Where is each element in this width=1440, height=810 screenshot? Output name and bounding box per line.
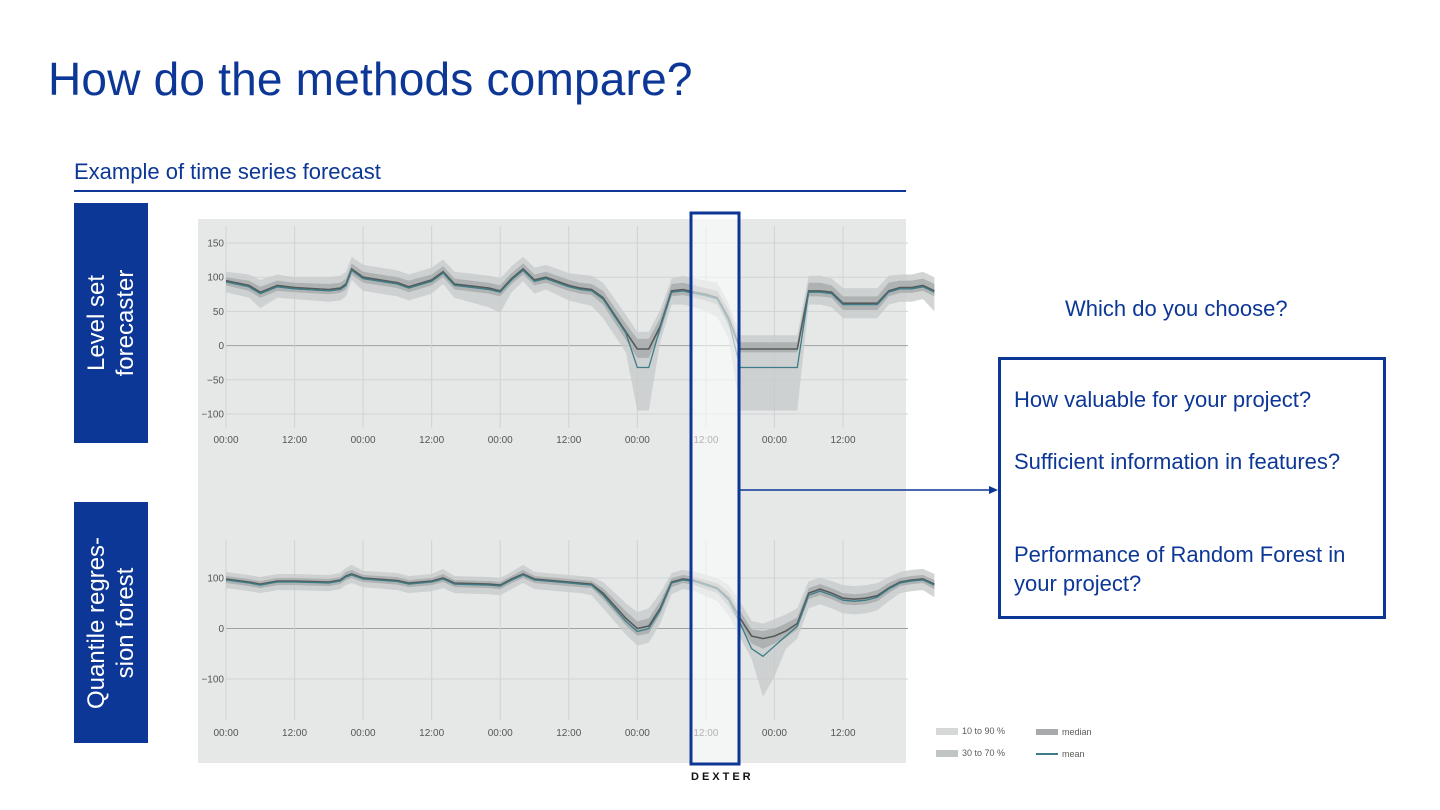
dexter-logo: DEXTER	[691, 771, 754, 783]
x-tick-label: 00:00	[213, 728, 238, 739]
question-heading: Which do you choose?	[1065, 296, 1288, 321]
method-label-level-set: Level set forecaster	[74, 203, 148, 443]
band-10-90	[226, 564, 935, 697]
subtitle-rule	[74, 190, 906, 192]
chart-level-set: 150 100 50 0 −50 −100 00:00 12:00 00:00 12:00 00:0…	[201, 226, 935, 446]
legend-swatch-30-70	[936, 750, 958, 757]
y-tick-label: 50	[213, 307, 225, 318]
y-tick-label: 150	[207, 239, 224, 250]
x-tick-label: 00:00	[351, 728, 376, 739]
highlight-window	[689, 211, 741, 766]
legend-label-mean: mean	[1062, 749, 1085, 759]
chart-panel-background	[198, 219, 906, 763]
x-tick-label: 00:00	[762, 728, 787, 739]
x-tick-label: 00:00	[625, 728, 650, 739]
x-tick-label: 12:00	[419, 728, 444, 739]
highlight-rect	[689, 211, 741, 766]
x-tick-label: 12:00	[830, 728, 855, 739]
x-tick-label: 00:00	[488, 435, 513, 446]
x-tick-label: 12:00	[556, 435, 581, 446]
x-tick-label: 12:00	[282, 728, 307, 739]
connector-arrow	[740, 486, 998, 494]
legend-swatch-median	[1036, 729, 1058, 735]
legend-swatch-mean	[1036, 753, 1058, 755]
x-tick-label: 00:00	[625, 435, 650, 446]
band-10-90	[226, 256, 935, 411]
arrow-head-icon	[989, 486, 998, 494]
y-tick-label: −100	[201, 410, 224, 421]
legend-label-30-70: 30 to 70 %	[962, 748, 1006, 758]
x-tick-label: 12:00	[282, 435, 307, 446]
x-tick-label: 12:00	[830, 435, 855, 446]
legend-label-10-90: 10 to 90 %	[962, 726, 1006, 736]
y-tick-label: 0	[218, 624, 224, 635]
y-tick-label: 100	[207, 273, 224, 284]
question-item: Performance of Random Forest in your pro…	[1014, 542, 1346, 596]
x-tick-label: 12:00	[556, 728, 581, 739]
question-item: How valuable for your project?	[1014, 387, 1312, 412]
x-tick-label: 00:00	[351, 435, 376, 446]
mean-line	[225, 269, 935, 369]
band-30-70	[226, 569, 935, 649]
legend-swatch-10-90	[936, 728, 958, 735]
legend-label-median: median	[1062, 727, 1092, 737]
x-tick-label: 00:00	[488, 728, 513, 739]
slide-title: How do the methods compare?	[48, 53, 693, 105]
mean-line	[225, 574, 935, 658]
band-30-70	[226, 263, 935, 358]
y-tick-label: 100	[207, 574, 224, 585]
x-tick-label: 12:00	[419, 435, 444, 446]
median-line	[225, 267, 935, 350]
chart-quantile-forest: 100 0 −100 00:00 12:00 00:00 12:00 00:00 12:00 00…	[201, 540, 935, 739]
chart-subtitle: Example of time series forecast	[74, 159, 381, 184]
x-tick-label: 00:00	[213, 435, 238, 446]
median-line	[225, 573, 935, 640]
question-box: How valuable for your project? Sufficien…	[998, 357, 1386, 619]
x-tick-label: 00:00	[762, 435, 787, 446]
y-tick-label: −100	[201, 675, 224, 686]
method-label-quantile-forest: Quantile regres- sion forest	[74, 502, 148, 743]
y-tick-label: 0	[218, 341, 224, 352]
y-tick-label: −50	[207, 375, 224, 386]
question-item: Sufficient information in features?	[1014, 449, 1341, 474]
